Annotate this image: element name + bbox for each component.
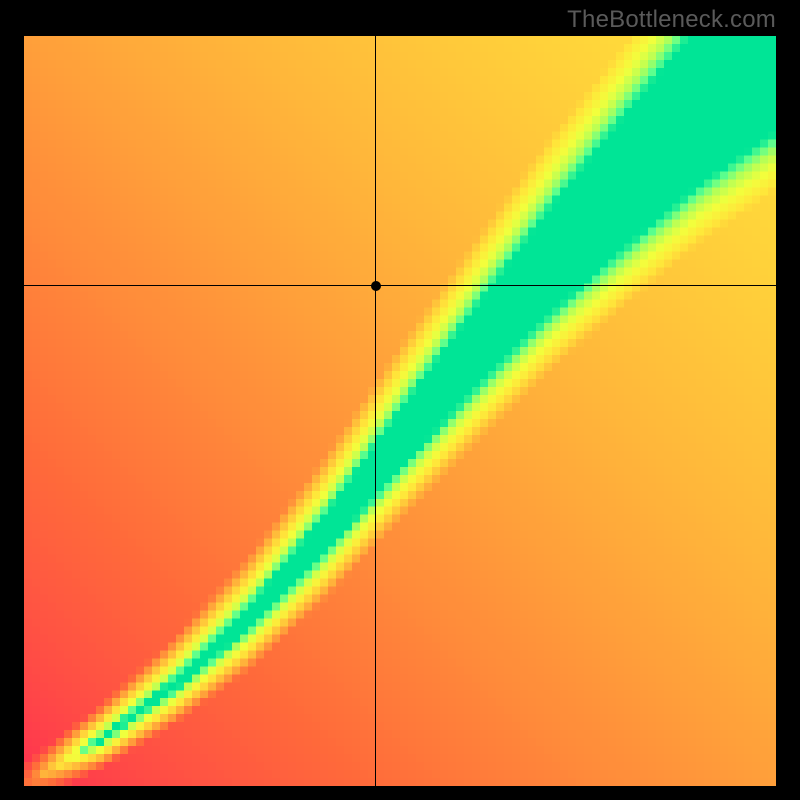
crosshair-vertical (375, 36, 376, 786)
watermark-text: TheBottleneck.com (567, 6, 776, 34)
marker-dot (371, 281, 381, 291)
crosshair-horizontal (24, 285, 776, 286)
heatmap-canvas (24, 36, 776, 786)
heatmap-plot (24, 36, 776, 786)
